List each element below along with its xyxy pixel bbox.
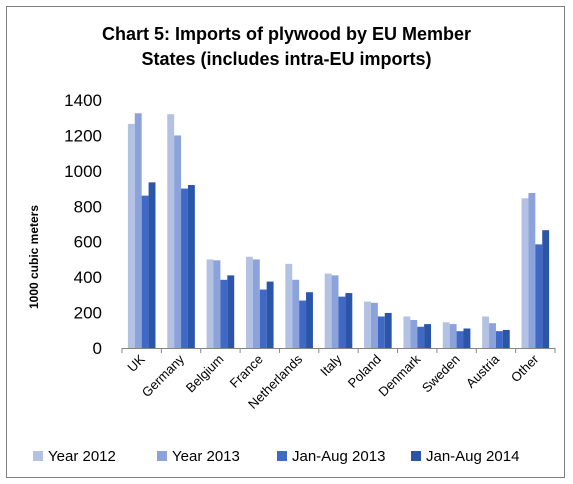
x-category-label: Italy — [317, 351, 345, 379]
bar-germany-year-2012 — [167, 114, 175, 348]
bar-netherlands-jan-aug-2014 — [306, 292, 313, 348]
bar-poland-year-2012 — [364, 301, 371, 348]
bar-sweden-year-2012 — [442, 322, 450, 348]
legend-swatch — [157, 451, 167, 461]
bar-austria-jan-aug-2014 — [502, 329, 510, 348]
y-axis-title: 1000 cubic meters — [27, 205, 41, 309]
bar-italy-jan-aug-2013 — [338, 296, 346, 348]
bar-austria-year-2012 — [482, 316, 490, 348]
bar-sweden-jan-aug-2014 — [463, 328, 471, 348]
chart-title-line-2: States (includes intra-EU imports) — [141, 49, 432, 69]
bar-belgium-jan-aug-2014 — [227, 275, 235, 348]
bar-denmark-jan-aug-2014 — [424, 324, 432, 348]
bar-other-jan-aug-2013 — [535, 244, 543, 348]
bar-germany-jan-aug-2013 — [181, 188, 188, 348]
legend-label: Year 2012 — [48, 448, 116, 465]
legend-swatch — [33, 451, 43, 461]
x-category-label: UK — [124, 351, 148, 375]
bar-netherlands-jan-aug-2013 — [299, 300, 307, 348]
x-category-label: Sweden — [419, 352, 463, 396]
bar-other-year-2012 — [521, 198, 529, 348]
legend-label: Jan-Aug 2014 — [426, 448, 519, 465]
legend-label: Jan-Aug 2013 — [292, 448, 385, 465]
chart-frame — [6, 6, 565, 478]
bar-uk-jan-aug-2013 — [141, 195, 149, 348]
bar-sweden-year-2013 — [449, 324, 457, 348]
bar-other-jan-aug-2014 — [542, 230, 550, 348]
bar-italy-jan-aug-2014 — [345, 293, 353, 348]
bar-belgium-year-2013 — [213, 260, 221, 348]
bar-denmark-year-2012 — [403, 316, 411, 348]
x-category-label: Denmark — [375, 351, 423, 399]
legend: Year 2012 Year 2013 Jan-Aug 2013 Jan-Aug 20… — [33, 448, 519, 465]
bar-italy-year-2012 — [324, 273, 332, 348]
y-tick-label: 1400 — [64, 91, 102, 110]
bar-france-jan-aug-2013 — [259, 289, 267, 348]
legend-label: Year 2013 — [172, 448, 240, 465]
bar-italy-year-2013 — [331, 275, 339, 348]
y-tick-label: 1000 — [64, 162, 102, 181]
y-tick-label: 0 — [93, 339, 102, 358]
bar-uk-year-2012 — [127, 123, 135, 348]
y-tick-label: 800 — [74, 197, 102, 216]
chart-title-line-1: Chart 5: Imports of plywood by EU Member — [101, 24, 472, 44]
chart-title: Chart 5: Imports of plywood by EU Member… — [0, 22, 573, 72]
y-tick-label: 200 — [74, 304, 102, 323]
y-tick-label: 1200 — [64, 126, 102, 145]
bar-netherlands-year-2013 — [292, 279, 300, 348]
bar-france-jan-aug-2014 — [266, 281, 274, 348]
bars — [127, 113, 550, 348]
bar-other-year-2013 — [528, 193, 536, 348]
bar-france-year-2012 — [245, 256, 253, 348]
bar-poland-jan-aug-2013 — [377, 316, 385, 348]
y-axis-ticks: 0 200 400 600 800 1000 1200 1400 — [64, 91, 102, 358]
bar-poland-jan-aug-2014 — [384, 312, 392, 348]
y-tick-label: 400 — [74, 268, 102, 287]
bar-poland-year-2013 — [370, 302, 378, 348]
bar-uk-jan-aug-2014 — [148, 182, 156, 348]
bar-germany-year-2013 — [174, 135, 182, 348]
bar-belgium-jan-aug-2013 — [220, 279, 228, 348]
legend-swatch — [277, 451, 287, 461]
y-tick-label: 600 — [74, 233, 102, 252]
x-category-label: Belgium — [183, 352, 227, 396]
bar-denmark-year-2013 — [410, 320, 418, 348]
bar-germany-jan-aug-2014 — [187, 185, 195, 348]
x-category-label: Other — [508, 351, 542, 385]
bar-france-year-2013 — [252, 259, 260, 348]
bar-sweden-jan-aug-2013 — [456, 331, 464, 348]
legend-swatch — [411, 451, 421, 461]
bar-belgium-year-2012 — [206, 259, 214, 348]
bar-denmark-jan-aug-2013 — [417, 326, 425, 348]
x-category-label: Germany — [139, 351, 188, 400]
bar-austria-year-2013 — [489, 323, 496, 348]
bar-netherlands-year-2012 — [285, 263, 293, 348]
x-category-label: Austria — [463, 351, 503, 391]
bar-uk-year-2013 — [134, 113, 142, 348]
bar-austria-jan-aug-2013 — [495, 331, 503, 348]
